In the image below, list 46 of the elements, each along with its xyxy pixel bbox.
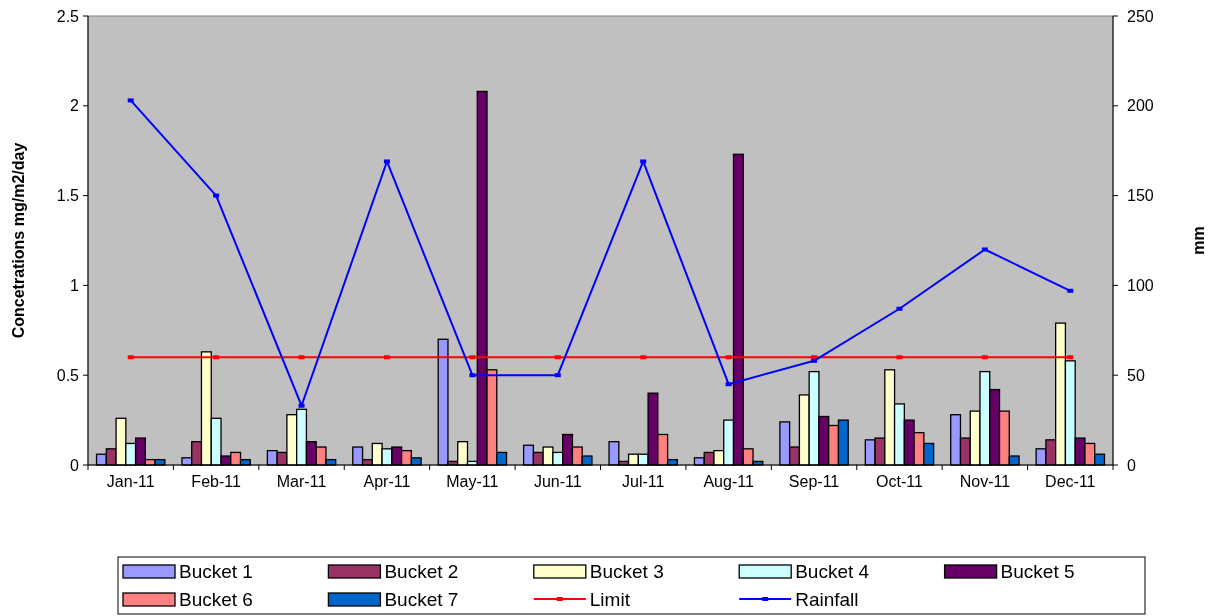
legend-label: Rainfall	[795, 588, 859, 610]
y-tick-label: 1.5	[56, 187, 80, 205]
x-tick-label: Aug-11	[703, 473, 754, 490]
point	[640, 159, 647, 164]
point	[469, 373, 476, 378]
point	[1067, 288, 1074, 293]
point	[554, 373, 561, 378]
y-tick-label: 2.5	[56, 7, 80, 25]
point	[383, 159, 390, 164]
y-tick-label: 0	[70, 456, 80, 474]
x-tick-label: Apr-11	[363, 473, 411, 490]
legend-label: Bucket 3	[589, 560, 664, 582]
x-tick-label: Feb-11	[191, 473, 241, 490]
legend-label: Bucket 7	[384, 588, 459, 610]
x-tick-label: Sep-11	[788, 473, 840, 490]
x-tick-label: Mar-11	[276, 473, 327, 490]
x-tick-label: Dec-11	[1045, 473, 1096, 490]
y2-tick-label: 250	[1127, 7, 1154, 25]
y2-tick-label: 100	[1127, 277, 1154, 294]
x-tick-label: Jun-11	[533, 473, 582, 490]
x-tick-label: May-11	[446, 473, 499, 490]
legend-label: Bucket 4	[795, 560, 870, 582]
y-axis-title: Concetrations mg/m2/day	[10, 142, 27, 339]
legend-label: Bucket 1	[179, 560, 253, 582]
legend-label: Bucket 2	[384, 560, 459, 582]
y-tick-label: 1	[70, 277, 80, 294]
y2-axis-title: mm	[1190, 226, 1207, 255]
y-tick-label: 2	[70, 97, 80, 115]
y-tick-label: 0.5	[56, 366, 80, 384]
x-tick-label: Jul-11	[622, 473, 665, 490]
point	[725, 382, 732, 387]
point	[896, 306, 903, 311]
y2-tick-label: 0	[1127, 456, 1136, 474]
point	[298, 403, 305, 408]
x-tick-label: Oct-11	[876, 473, 923, 490]
legend-label: Bucket 6	[179, 588, 253, 610]
y2-tick-label: 200	[1127, 97, 1154, 115]
point	[127, 98, 134, 103]
legend-label: Bucket 5	[1000, 560, 1075, 582]
y2-tick-label: 50	[1127, 366, 1145, 384]
y2-tick-label: 150	[1127, 187, 1154, 205]
point	[213, 193, 220, 198]
x-tick-label: Jan-11	[106, 473, 155, 490]
legend-label: Limit	[589, 588, 631, 610]
x-tick-label: Nov-11	[959, 473, 1011, 490]
point	[981, 247, 988, 252]
